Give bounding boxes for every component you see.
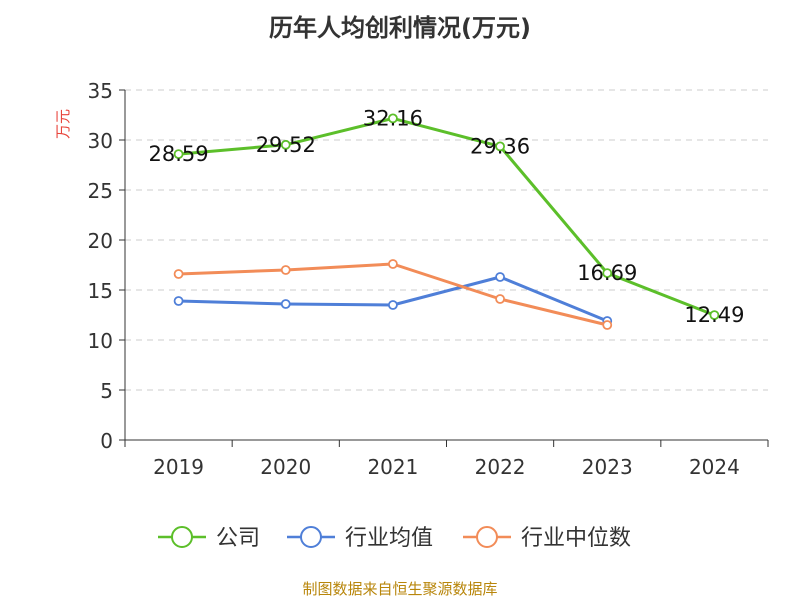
y-tick-label-35: 35 bbox=[88, 79, 113, 103]
legend-marker-0 bbox=[171, 526, 193, 548]
x-tick-label-2021: 2021 bbox=[367, 455, 418, 479]
data-point-1-2019 bbox=[173, 296, 184, 306]
x-tick-label-2022: 2022 bbox=[475, 455, 526, 479]
data-label-2024: 12.49 bbox=[684, 303, 744, 327]
data-point-0-2020 bbox=[280, 139, 291, 150]
y-axis-label: 万元 bbox=[54, 109, 72, 139]
data-label-2021: 32.16 bbox=[363, 106, 423, 130]
legend-label-2: 行业中位数 bbox=[521, 526, 631, 551]
x-tick-label-2020: 2020 bbox=[260, 455, 311, 479]
data-point-0-2022 bbox=[495, 141, 505, 152]
series-lines bbox=[173, 113, 720, 330]
legend-marker-1 bbox=[300, 526, 322, 548]
data-label-2022: 29.36 bbox=[470, 134, 530, 158]
data-label-2019: 28.59 bbox=[149, 142, 209, 166]
x-tick-label-2019: 2019 bbox=[153, 455, 204, 479]
y-tick-label-30: 30 bbox=[88, 129, 113, 153]
data-point-2-2019 bbox=[173, 269, 184, 279]
x-tick-label-2024: 2024 bbox=[689, 455, 740, 479]
data-point-1-2021 bbox=[388, 300, 398, 310]
data-label-2023: 16.69 bbox=[577, 261, 637, 285]
x-tick-label-2023: 2023 bbox=[582, 455, 633, 479]
y-tick-label-0: 0 bbox=[100, 429, 113, 453]
y-tick-label-10: 10 bbox=[88, 329, 113, 353]
data-source-note: 制图数据来自恒生聚源数据库 bbox=[302, 580, 498, 598]
y-tick-label-15: 15 bbox=[88, 279, 113, 303]
line-chart: 0 5 10 15 20 25 30 35 2019 2020 2021 2022 2023 2024 2… bbox=[54, 79, 769, 551]
series-line-1 bbox=[178, 275, 608, 323]
data-point-1-2022 bbox=[495, 272, 505, 282]
data-point-1-2020 bbox=[280, 299, 291, 309]
legend: 公司 行业均值 行业中位数 bbox=[158, 526, 631, 551]
data-point-2-2023 bbox=[602, 320, 613, 330]
data-labels: 28.59 29.52 32.16 29.36 16.69 12.49 bbox=[149, 106, 745, 327]
legend-label-0: 公司 bbox=[216, 526, 260, 551]
data-point-0-2023 bbox=[602, 268, 613, 279]
axes: 0 5 10 15 20 25 30 35 2019 2020 2021 2022 2023 2024 bbox=[88, 79, 769, 479]
y-tick-label-25: 25 bbox=[88, 179, 113, 203]
data-point-2-2021 bbox=[388, 259, 398, 269]
data-point-0-2021 bbox=[388, 113, 398, 124]
legend-label-1: 行业均值 bbox=[345, 526, 433, 551]
y-tick-label-20: 20 bbox=[88, 229, 113, 253]
data-label-2020: 29.52 bbox=[256, 133, 316, 157]
legend-marker-2 bbox=[476, 526, 498, 548]
data-point-2-2022 bbox=[495, 294, 505, 304]
y-tick-label-5: 5 bbox=[100, 379, 113, 403]
data-point-0-2019 bbox=[173, 149, 184, 160]
series-line-0 bbox=[178, 116, 715, 317]
data-point-0-2024 bbox=[709, 310, 720, 321]
data-point-2-2020 bbox=[280, 265, 291, 275]
gridlines bbox=[125, 89, 768, 391]
chart-title: 历年人均创利情况(万元) bbox=[269, 14, 531, 42]
